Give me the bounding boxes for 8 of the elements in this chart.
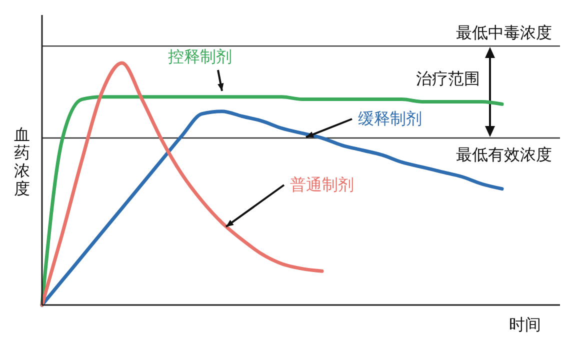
annotation: 治疗范围 <box>416 69 480 88</box>
series-label: 控释制剂 <box>168 47 232 66</box>
text: 普通制剂 <box>290 175 354 194</box>
x-axis-title: 时间 <box>509 315 541 334</box>
series-label: 缓释制剂 <box>358 109 422 128</box>
ref-line-label: 最低有效浓度 <box>456 145 552 164</box>
y-axis-title: 血药浓度 <box>14 125 30 198</box>
ref-line-label: 最低中毒浓度 <box>456 23 552 42</box>
